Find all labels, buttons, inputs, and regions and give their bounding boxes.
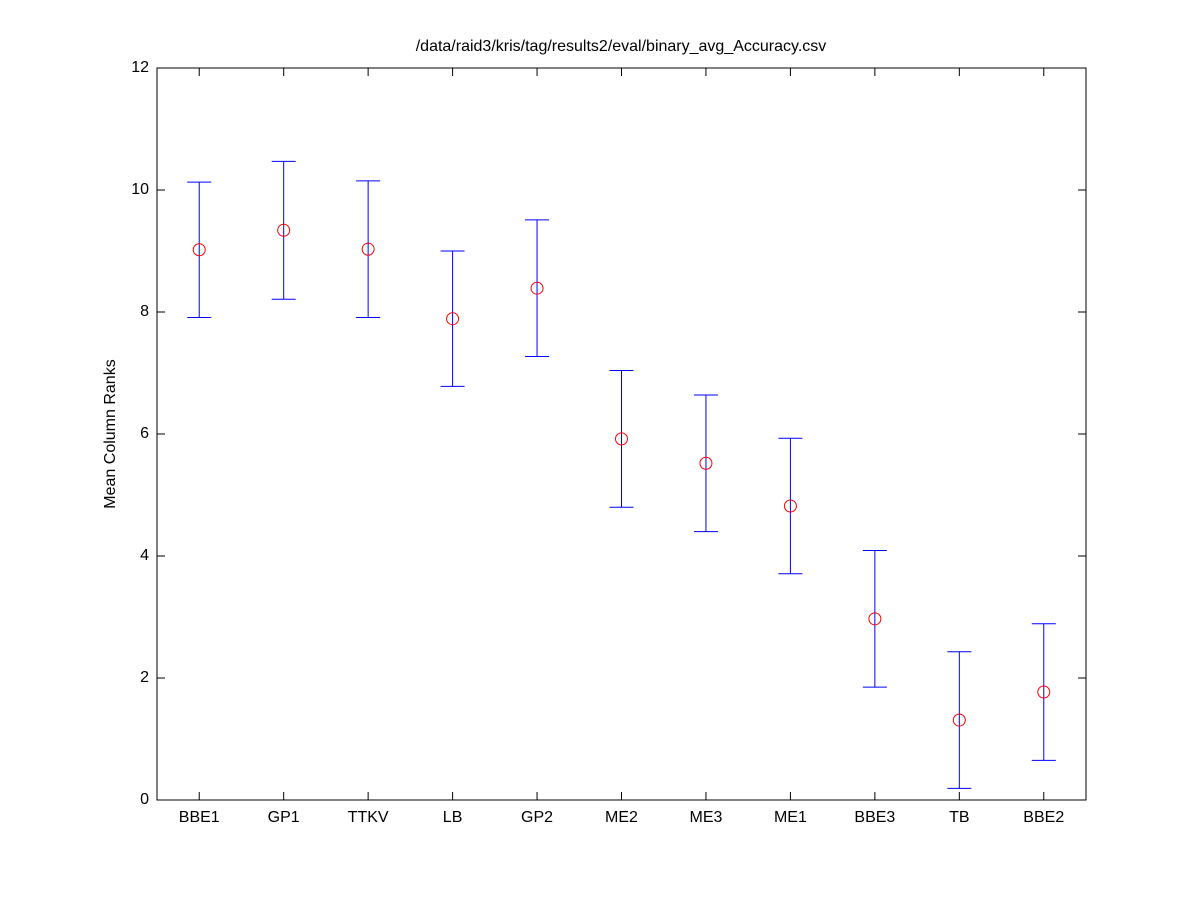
point [361,242,375,256]
x-tick-label: ME3 [690,809,723,826]
x-tick-label: BBE3 [854,809,895,826]
x-tick-label: BBE2 [1023,809,1064,826]
y-tick-label: 10 [131,181,149,198]
error-bar [271,160,296,300]
error-bar [1031,623,1056,761]
point [1037,685,1051,699]
y-tick-label: 8 [140,303,149,320]
error-bar [440,250,465,387]
x-tick-label: ME2 [605,809,638,826]
error-bar [778,437,803,575]
x-tick-label: TB [949,809,969,826]
point [192,243,206,257]
chart-title: /data/raid3/kris/tag/results2/eval/binar… [416,38,827,55]
x-tick-label: GP1 [268,809,300,826]
error-bar [609,370,634,508]
point [530,281,544,295]
error-bar [356,180,381,318]
error-bar [525,219,550,358]
y-tick-label: 0 [140,791,149,808]
error-bar [187,181,212,318]
error-bar [693,394,718,533]
point [783,499,797,513]
x-tick-label: GP2 [521,809,553,826]
x-tick-label: TTKV [348,809,389,826]
point [615,432,628,446]
x-tick-label: ME1 [774,809,807,826]
point [952,713,966,727]
x-tick-label: LB [443,809,463,826]
x-tick-label: BBE1 [179,809,220,826]
y-tick-label: 2 [140,669,149,686]
y-tick-label: 6 [140,425,149,442]
error-bar [862,550,887,688]
y-tick-label: 12 [131,59,149,76]
point [277,223,291,237]
y-axis-label: Mean Column Ranks [102,359,119,508]
y-tick-label: 4 [140,547,149,564]
error-bar [947,651,972,789]
point [699,456,713,470]
point [446,312,460,326]
point [868,612,882,626]
